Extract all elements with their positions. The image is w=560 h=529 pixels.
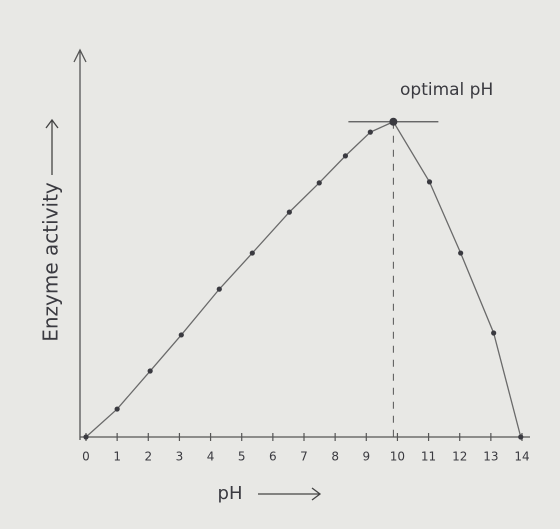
x-tick-label: 9 bbox=[362, 450, 370, 464]
x-tick-label: 13 bbox=[483, 450, 498, 464]
point bbox=[216, 286, 222, 292]
x-label-arrow bbox=[258, 487, 322, 501]
point bbox=[426, 179, 433, 185]
x-tick-label: 4 bbox=[207, 450, 215, 464]
y-label-arrow bbox=[45, 118, 59, 175]
point bbox=[518, 434, 524, 440]
point bbox=[83, 434, 89, 440]
annotation: optimal pH bbox=[400, 80, 493, 100]
x-tick-label: 1 bbox=[113, 450, 121, 464]
x-tick-label: 6 bbox=[269, 450, 277, 464]
x-tick-label: 12 bbox=[452, 450, 467, 464]
point bbox=[286, 209, 292, 215]
point bbox=[147, 368, 153, 374]
x-tick-label: 5 bbox=[238, 450, 246, 464]
point bbox=[458, 250, 464, 256]
point bbox=[114, 406, 120, 412]
x-tick-label: 10 bbox=[390, 450, 405, 464]
point bbox=[316, 180, 322, 186]
x-tick-label: 11 bbox=[421, 450, 436, 464]
point bbox=[389, 117, 398, 126]
x-axis-label: pH bbox=[218, 483, 243, 504]
x-tick-label: 14 bbox=[514, 450, 529, 464]
point bbox=[491, 330, 497, 336]
point bbox=[342, 153, 349, 159]
x-tick-label: 0 bbox=[82, 450, 90, 464]
y-axis-label: Enzyme activity bbox=[39, 182, 63, 342]
x-tick-label: 8 bbox=[331, 450, 339, 464]
point bbox=[367, 129, 373, 135]
point bbox=[178, 332, 184, 338]
x-tick-label: 3 bbox=[176, 450, 184, 464]
axes bbox=[73, 48, 530, 440]
x-tick-label: 2 bbox=[144, 450, 152, 464]
x-tick-label: 7 bbox=[300, 450, 308, 464]
point bbox=[249, 250, 255, 256]
